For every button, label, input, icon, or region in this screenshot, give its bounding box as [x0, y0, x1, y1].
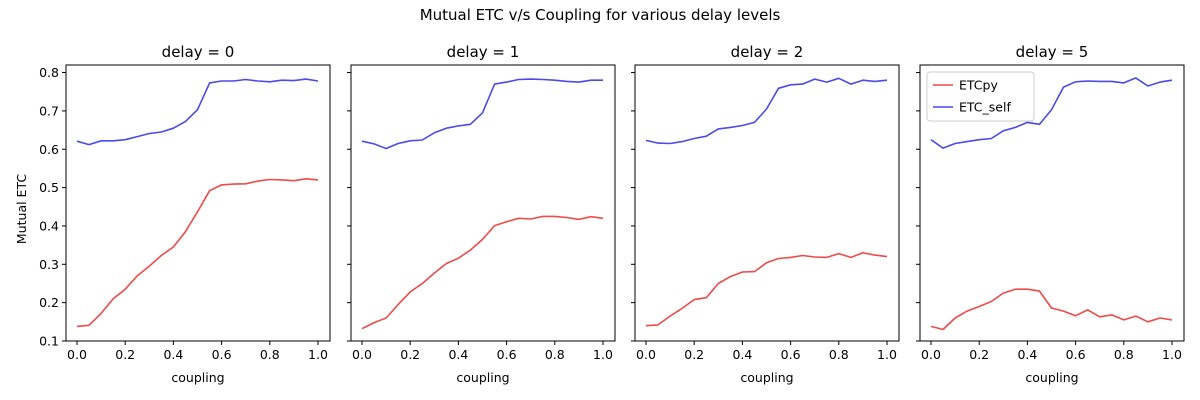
figure-suptitle: Mutual ETC v/s Coupling for various dela…: [420, 6, 781, 24]
x-axis-label: coupling: [740, 370, 793, 385]
x-tick-label: 0.8: [1114, 347, 1134, 362]
x-tick-label: 1.0: [308, 347, 328, 362]
x-tick-label: 0.4: [732, 347, 752, 362]
panels: delay = 0 0.1 0.2 0.3 0.4 0.5 0.6 0.7 0.8 0.0 0.2 0…: [39, 43, 1185, 385]
x-axis-label: coupling: [456, 370, 509, 385]
legend-box: [926, 71, 1035, 122]
x-tick-label: 0.6: [497, 347, 517, 362]
y-axis-label: Mutual ETC: [14, 174, 29, 244]
chart-panel: delay = 1 0.0 0.2 0.4 0.6 0.8 1.0 coupling: [347, 43, 616, 385]
y-tick-label: 0.8: [39, 65, 59, 80]
x-axis-label: coupling: [1025, 370, 1078, 385]
legend-label: ETCpy: [959, 78, 998, 93]
x-tick-label: 0.4: [163, 347, 183, 362]
x-tick-label: 1.0: [593, 347, 613, 362]
y-tick-label: 0.4: [39, 218, 59, 233]
y-tick-label: 0.7: [39, 103, 59, 118]
x-tick-label: 0.2: [400, 347, 420, 362]
series-line-etcpy: [76, 178, 319, 328]
y-tick-label: 0.6: [39, 142, 59, 157]
panel-title: delay = 2: [731, 43, 804, 61]
x-tick-label: 0.2: [969, 347, 989, 362]
panel-title: delay = 0: [162, 43, 235, 61]
chart-panel: delay = 0 0.1 0.2 0.3 0.4 0.5 0.6 0.7 0.8 0.0 0.2 0…: [39, 43, 331, 385]
series-line-etc-self: [930, 77, 1173, 149]
x-tick-label: 0.0: [921, 347, 941, 362]
x-tick-label: 0.0: [636, 347, 656, 362]
x-tick-label: 1.0: [877, 347, 897, 362]
legend-label: ETC_self: [959, 100, 1011, 115]
x-tick-label: 0.0: [352, 347, 372, 362]
x-tick-label: 0.6: [781, 347, 801, 362]
y-tick-label: 0.1: [39, 334, 59, 349]
plot-frame: [350, 64, 616, 342]
x-tick-label: 1.0: [1162, 347, 1182, 362]
series-line-etcpy: [930, 288, 1173, 331]
x-tick-label: 0.2: [684, 347, 704, 362]
series-line-etcpy: [361, 215, 604, 330]
x-tick-label: 0.0: [67, 347, 87, 362]
chart-panel: delay = 5 0.0 0.2 0.4 0.6 0.8 1.0 coupling ETCpy…: [916, 43, 1185, 385]
y-tick-label: 0.3: [39, 257, 59, 272]
series-line-etcpy: [645, 252, 888, 327]
series-line-etc-self: [645, 77, 888, 145]
x-tick-label: 0.2: [115, 347, 135, 362]
plot-frame: [65, 64, 331, 342]
x-tick-label: 0.8: [260, 347, 280, 362]
series-line-etc-self: [361, 78, 603, 150]
legend: ETCpy ETC_self: [926, 71, 1035, 122]
chart-panel: delay = 2 0.0 0.2 0.4 0.6 0.8 1.0 coupling: [631, 43, 900, 385]
y-tick-label: 0.5: [39, 180, 59, 195]
x-tick-label: 0.4: [1017, 347, 1037, 362]
x-tick-label: 0.4: [448, 347, 468, 362]
series-line-etc-self: [76, 78, 319, 146]
panel-title: delay = 1: [447, 43, 520, 61]
x-tick-label: 0.8: [829, 347, 849, 362]
x-tick-label: 0.8: [545, 347, 565, 362]
x-axis-label: coupling: [171, 370, 224, 385]
x-tick-label: 0.6: [1066, 347, 1086, 362]
plot-frame: [634, 64, 900, 342]
x-tick-label: 0.6: [212, 347, 232, 362]
y-tick-label: 0.2: [39, 295, 59, 310]
panel-title: delay = 5: [1016, 43, 1089, 61]
